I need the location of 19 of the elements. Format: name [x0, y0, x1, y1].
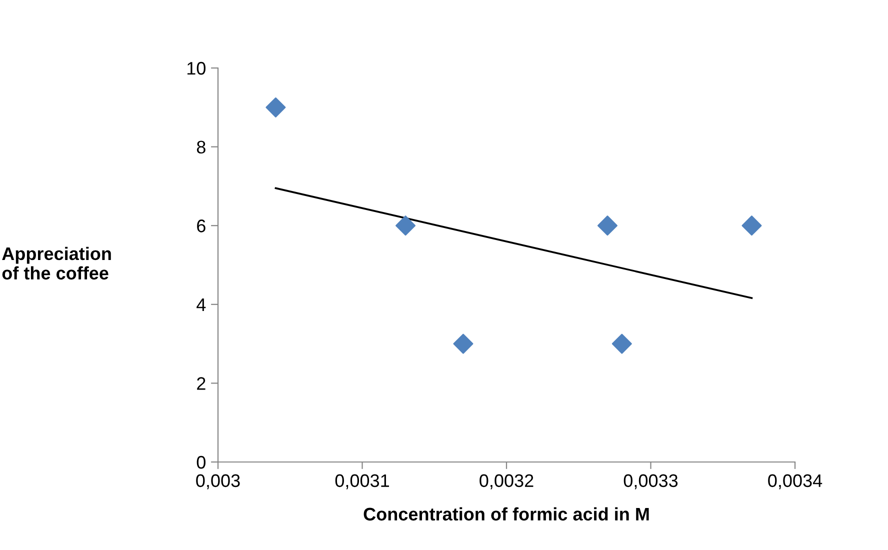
- point: [396, 216, 416, 236]
- y-tick-label: 0: [196, 456, 206, 469]
- x-axis-title: Concentration of formic acid in M: [364, 507, 649, 521]
- y-axis-title: Appreciation of the coffee: [2, 246, 111, 280]
- point: [453, 334, 474, 354]
- point: [597, 216, 618, 236]
- y-tick-label: 2: [197, 377, 206, 390]
- x-tick-label: 0,0034: [768, 474, 822, 490]
- point: [612, 334, 632, 354]
- point: [742, 216, 762, 236]
- x-tick-label: 0,0031: [335, 474, 389, 490]
- point: [266, 97, 286, 118]
- y-tick-label: 10: [187, 62, 206, 75]
- y-tick-label: 6: [197, 220, 206, 232]
- x-tick-label: 0,003: [196, 474, 240, 490]
- x-tick-label: 0,0033: [624, 474, 678, 490]
- y-tick-label: 4: [196, 298, 206, 311]
- y-tick-label: 8: [196, 140, 206, 154]
- x-tick-label: 0,0032: [480, 474, 534, 490]
